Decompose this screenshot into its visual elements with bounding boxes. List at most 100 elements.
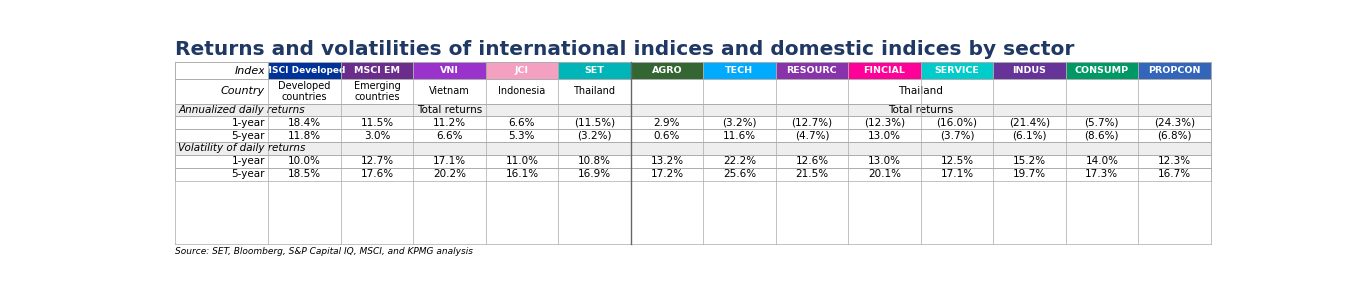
Text: Vietnam: Vietnam <box>429 86 469 96</box>
Text: Thailand: Thailand <box>573 86 615 96</box>
Text: 2.9%: 2.9% <box>653 117 680 127</box>
Text: 1-year: 1-year <box>231 117 265 127</box>
Bar <box>558 62 630 79</box>
Text: 17.6%: 17.6% <box>361 169 393 179</box>
Bar <box>341 62 414 79</box>
Text: 5.3%: 5.3% <box>508 131 535 141</box>
Text: RESOURC: RESOURC <box>787 66 837 75</box>
Bar <box>485 62 558 79</box>
Text: Developed
countries: Developed countries <box>279 81 331 102</box>
Text: 17.1%: 17.1% <box>940 169 973 179</box>
Text: (8.6%): (8.6%) <box>1084 131 1119 141</box>
Text: 6.6%: 6.6% <box>437 131 462 141</box>
Text: Emerging
countries: Emerging countries <box>354 81 400 102</box>
Text: 19.7%: 19.7% <box>1013 169 1046 179</box>
Text: (21.4%): (21.4%) <box>1009 117 1051 127</box>
Bar <box>176 142 1210 154</box>
Text: 13.0%: 13.0% <box>868 131 900 141</box>
Text: Thailand: Thailand <box>898 86 944 96</box>
Bar <box>176 62 268 79</box>
Text: JCI: JCI <box>515 66 529 75</box>
Bar <box>630 62 703 79</box>
Text: Index: Index <box>234 66 265 76</box>
Text: Annualized daily returns: Annualized daily returns <box>178 105 306 115</box>
Text: 17.2%: 17.2% <box>650 169 684 179</box>
Text: CONSUMP: CONSUMP <box>1075 66 1129 75</box>
Text: 12.5%: 12.5% <box>940 156 973 166</box>
Text: 11.8%: 11.8% <box>288 131 320 141</box>
Text: 17.3%: 17.3% <box>1086 169 1118 179</box>
Text: FINCIAL: FINCIAL <box>864 66 906 75</box>
Text: (3.2%): (3.2%) <box>577 131 611 141</box>
Text: 11.2%: 11.2% <box>433 117 466 127</box>
Text: Source: SET, Bloomberg, S&P Capital IQ, MSCI, and KPMG analysis: Source: SET, Bloomberg, S&P Capital IQ, … <box>176 247 473 256</box>
Bar <box>268 62 341 79</box>
Bar <box>921 62 994 79</box>
Bar <box>176 154 1210 168</box>
Text: Volatility of daily returns: Volatility of daily returns <box>178 143 306 153</box>
Text: (4.7%): (4.7%) <box>795 131 829 141</box>
Text: TECH: TECH <box>725 66 753 75</box>
Text: 20.2%: 20.2% <box>433 169 466 179</box>
Text: (6.1%): (6.1%) <box>1013 131 1046 141</box>
Text: 11.0%: 11.0% <box>506 156 538 166</box>
Bar <box>176 116 1210 129</box>
Text: PROPCON: PROPCON <box>1148 66 1201 75</box>
Text: MSCI EM: MSCI EM <box>354 66 400 75</box>
Text: 21.5%: 21.5% <box>795 169 829 179</box>
Text: 22.2%: 22.2% <box>723 156 756 166</box>
Text: (6.8%): (6.8%) <box>1157 131 1191 141</box>
Text: 1-year: 1-year <box>231 156 265 166</box>
Text: 16.7%: 16.7% <box>1157 169 1191 179</box>
Text: Total returns: Total returns <box>888 105 953 115</box>
Text: 18.5%: 18.5% <box>288 169 320 179</box>
Text: 16.9%: 16.9% <box>577 169 611 179</box>
Text: 12.6%: 12.6% <box>795 156 829 166</box>
Text: Total returns: Total returns <box>416 105 483 115</box>
Text: 16.1%: 16.1% <box>506 169 538 179</box>
Text: 10.8%: 10.8% <box>577 156 611 166</box>
Text: 12.3%: 12.3% <box>1157 156 1191 166</box>
Bar <box>176 104 1210 116</box>
Text: 13.0%: 13.0% <box>868 156 900 166</box>
Bar <box>176 129 1210 142</box>
Text: (24.3%): (24.3%) <box>1153 117 1195 127</box>
Text: 6.6%: 6.6% <box>508 117 535 127</box>
Bar <box>414 62 485 79</box>
Text: (12.7%): (12.7%) <box>791 117 833 127</box>
Bar <box>776 62 848 79</box>
Text: 10.0%: 10.0% <box>288 156 320 166</box>
Text: (16.0%): (16.0%) <box>937 117 977 127</box>
Text: 11.6%: 11.6% <box>723 131 756 141</box>
Text: 11.5%: 11.5% <box>361 117 393 127</box>
Bar <box>1065 62 1138 79</box>
Text: AGRO: AGRO <box>652 66 683 75</box>
Text: 13.2%: 13.2% <box>650 156 684 166</box>
Text: 5-year: 5-year <box>231 131 265 141</box>
Text: 14.0%: 14.0% <box>1086 156 1118 166</box>
Text: 5-year: 5-year <box>231 169 265 179</box>
Text: 0.6%: 0.6% <box>654 131 680 141</box>
Text: SET: SET <box>584 66 604 75</box>
Text: SERVICE: SERVICE <box>934 66 979 75</box>
Text: Returns and volatilities of international indices and domestic indices by sector: Returns and volatilities of internationa… <box>176 40 1075 59</box>
Text: (3.7%): (3.7%) <box>940 131 975 141</box>
Bar <box>176 79 1210 104</box>
Bar <box>703 62 776 79</box>
Text: INDUS: INDUS <box>1013 66 1046 75</box>
Text: 17.1%: 17.1% <box>433 156 466 166</box>
Bar <box>1138 62 1210 79</box>
Text: (12.3%): (12.3%) <box>864 117 904 127</box>
Text: 25.6%: 25.6% <box>723 169 756 179</box>
Text: 12.7%: 12.7% <box>361 156 393 166</box>
Text: MSCI Developed: MSCI Developed <box>264 66 346 75</box>
Text: (11.5%): (11.5%) <box>573 117 615 127</box>
Text: Indonesia: Indonesia <box>499 86 546 96</box>
Text: VNI: VNI <box>439 66 458 75</box>
Text: Country: Country <box>220 86 265 96</box>
Text: 18.4%: 18.4% <box>288 117 320 127</box>
Text: (3.2%): (3.2%) <box>722 117 757 127</box>
Text: 15.2%: 15.2% <box>1013 156 1046 166</box>
Text: 20.1%: 20.1% <box>868 169 900 179</box>
Text: (5.7%): (5.7%) <box>1084 117 1119 127</box>
